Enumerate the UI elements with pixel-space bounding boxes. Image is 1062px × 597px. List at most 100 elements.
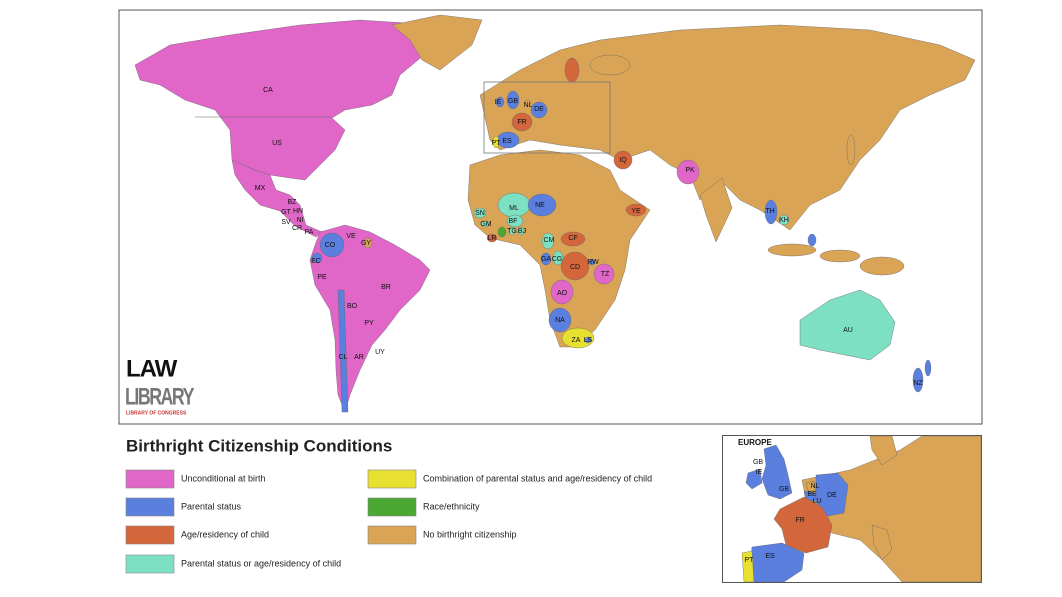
country-label: ML — [509, 205, 519, 212]
country — [676, 159, 700, 185]
country-label: CA — [263, 87, 273, 94]
country — [527, 193, 557, 217]
legend-label: No birthright citizenship — [423, 529, 517, 539]
country-label: AU — [843, 327, 853, 334]
land — [869, 435, 898, 466]
logo-library: LIBRARY — [125, 383, 194, 410]
land — [741, 550, 755, 583]
country-label: PA — [305, 229, 314, 236]
country-label: FR — [517, 119, 526, 126]
country — [540, 252, 552, 266]
country — [778, 214, 790, 226]
country-label: SV — [281, 219, 291, 226]
inset-country-label: DE — [827, 492, 837, 499]
country — [584, 336, 592, 344]
country — [311, 252, 323, 264]
country-label: CO — [325, 242, 336, 249]
country-label: PY — [364, 320, 374, 327]
country — [552, 250, 564, 266]
country — [506, 214, 524, 228]
country — [924, 359, 932, 377]
legend-swatch — [367, 525, 417, 545]
land — [337, 289, 349, 413]
country-label: NZ — [913, 380, 923, 387]
country-label: AO — [557, 290, 568, 297]
inset-land — [741, 435, 982, 583]
logo-subtitle: LIBRARY OF CONGRESS — [126, 410, 187, 416]
land — [761, 444, 793, 500]
land — [134, 19, 439, 181]
country — [564, 57, 580, 83]
country-label: CD — [570, 264, 580, 271]
country-label: BJ — [518, 228, 526, 235]
country — [517, 226, 525, 236]
inset-country-label: GB — [779, 486, 789, 493]
country-label: EC — [311, 258, 321, 265]
country — [859, 256, 905, 276]
country-label: BF — [509, 218, 518, 225]
country-label: PK — [685, 167, 695, 174]
country — [560, 251, 590, 281]
country-label: YE — [631, 208, 641, 215]
country-label: GB — [508, 98, 518, 105]
legend-swatch — [125, 525, 175, 545]
inset-country-label: NL — [811, 483, 820, 490]
country-label: KH — [779, 217, 789, 224]
country — [319, 232, 345, 258]
country — [480, 220, 490, 228]
country-label: TH — [765, 208, 774, 215]
legend-swatch — [125, 497, 175, 517]
land — [871, 524, 893, 561]
country-label: GT — [281, 209, 291, 216]
legend-label: Parental status or age/residency of chil… — [181, 558, 341, 568]
country — [506, 90, 520, 110]
legend-swatch — [125, 554, 175, 574]
land — [799, 289, 896, 361]
country — [588, 258, 596, 266]
country — [764, 199, 778, 225]
country-label: IQ — [619, 157, 627, 164]
country-label: GM — [480, 221, 491, 228]
inset-country-label: LU — [813, 498, 822, 505]
legend-swatch — [125, 469, 175, 489]
country — [819, 249, 861, 263]
country-label: LS — [584, 337, 593, 344]
country-label: BZ — [288, 199, 298, 206]
country-label: TZ — [601, 271, 610, 278]
country — [473, 207, 487, 219]
country — [363, 237, 373, 249]
country — [511, 112, 533, 132]
country — [767, 243, 817, 257]
legend: Unconditional at birth Parental status Age… — [125, 469, 652, 574]
country-label: TG — [507, 228, 517, 235]
country-label: LR — [488, 235, 497, 242]
country-label: ZA — [572, 337, 581, 344]
country-label: DE — [534, 106, 544, 113]
country — [613, 150, 633, 170]
country — [625, 203, 647, 217]
country — [560, 231, 586, 247]
country-label: CL — [339, 354, 348, 361]
country — [548, 307, 572, 333]
country-label: CR — [292, 225, 302, 232]
land — [815, 472, 849, 518]
country-label: CG — [552, 256, 563, 263]
country-label: PE — [317, 274, 327, 281]
country-label: VE — [346, 233, 356, 240]
inset-country-label: PT — [745, 557, 755, 564]
country — [589, 54, 631, 76]
country — [495, 96, 505, 108]
inset-country-label: GB — [753, 459, 763, 466]
country-label: MX — [255, 185, 266, 192]
logo-law: LAW — [126, 355, 178, 382]
legend-label: Age/residency of child — [181, 529, 269, 539]
country — [530, 101, 548, 119]
country-label: IE — [495, 99, 502, 106]
inset-country-label: ES — [765, 553, 775, 560]
country — [807, 233, 817, 247]
country — [912, 367, 924, 393]
land — [479, 24, 976, 231]
